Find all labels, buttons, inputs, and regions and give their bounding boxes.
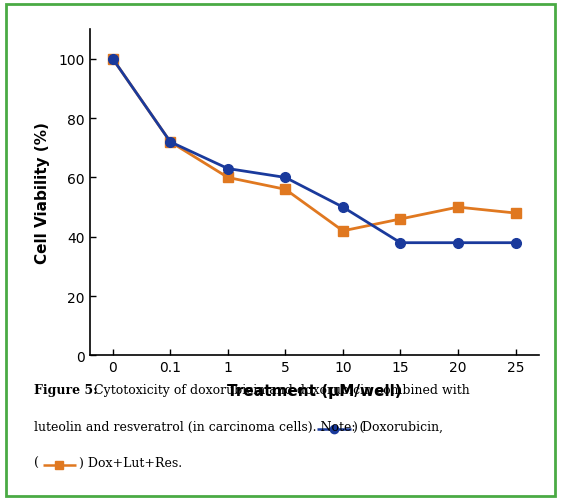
Text: luteolin and resveratrol (in carcinoma cells). Note: (: luteolin and resveratrol (in carcinoma c…: [34, 420, 364, 433]
Text: Cytotoxicity of doxorubicin and doxorubicin combined with: Cytotoxicity of doxorubicin and doxorubi…: [94, 383, 470, 396]
Text: (: (: [34, 456, 39, 469]
Text: ) Dox+Lut+Res.: ) Dox+Lut+Res.: [79, 456, 182, 469]
Y-axis label: Cell Viability (%): Cell Viability (%): [35, 122, 50, 264]
Text: ) Doxorubicin,: ) Doxorubicin,: [353, 420, 443, 433]
X-axis label: Treatment (μM/well): Treatment (μM/well): [227, 383, 402, 398]
Text: Figure 5:: Figure 5:: [34, 383, 98, 396]
